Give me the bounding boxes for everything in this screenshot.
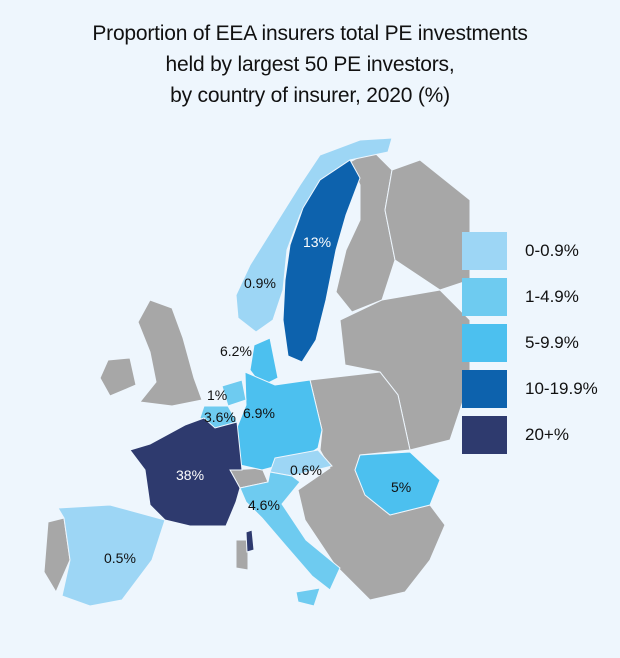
legend-label: 1-4.9% [525,287,579,306]
legend-label: 0-0.9% [525,241,579,260]
label-spain: 0.5% [104,550,136,566]
netherlands [221,379,247,407]
ireland [99,357,137,397]
label-sweden: 13% [303,234,331,250]
italy [239,471,341,591]
france [129,417,243,527]
legend-item: 0-0.9% [462,232,598,270]
legend-swatch [462,232,507,270]
legend-label: 5-9.9% [525,333,579,352]
legend-item: 20+% [462,416,598,454]
map-title: Proportion of EEA insurers total PE inve… [0,18,620,111]
denmark [249,337,279,387]
corsica [245,529,255,553]
legend-swatch [462,370,507,408]
sweden [282,159,361,363]
finland [335,149,396,313]
legend: 0-0.9% 1-4.9% 5-9.9% 10-19.9% 20+% [462,232,598,462]
label-austria: 0.6% [290,462,322,478]
portugal [43,517,71,594]
spain [57,504,166,607]
title-line-3: by country of insurer, 2020 (%) [170,84,450,107]
united-kingdom [137,299,203,407]
label-romania: 5% [391,479,411,495]
sicily [295,587,321,607]
label-denmark: 6.2% [220,343,252,359]
legend-item: 1-4.9% [462,278,598,316]
russia-north [384,159,471,291]
title-line-2: held by largest 50 PE investors, [165,53,455,76]
label-france: 38% [176,467,204,483]
label-belgium: 3.6% [204,409,236,425]
legend-swatch [462,324,507,362]
sardinia [235,539,249,571]
label-italy: 4.6% [248,497,280,513]
norway [235,137,393,333]
romania [354,451,441,516]
label-norway: 0.9% [244,275,276,291]
label-netherlands: 1% [207,387,227,403]
austria [269,449,333,477]
legend-item: 10-19.9% [462,370,598,408]
legend-swatch [462,278,507,316]
legend-label: 10-19.9% [525,379,598,398]
legend-label: 20+% [525,425,569,444]
legend-item: 5-9.9% [462,324,598,362]
legend-swatch [462,416,507,454]
central-east-europe [297,371,446,601]
baltics-east [339,289,471,451]
label-germany: 6.9% [243,405,275,421]
title-line-1: Proportion of EEA insurers total PE inve… [92,22,528,45]
